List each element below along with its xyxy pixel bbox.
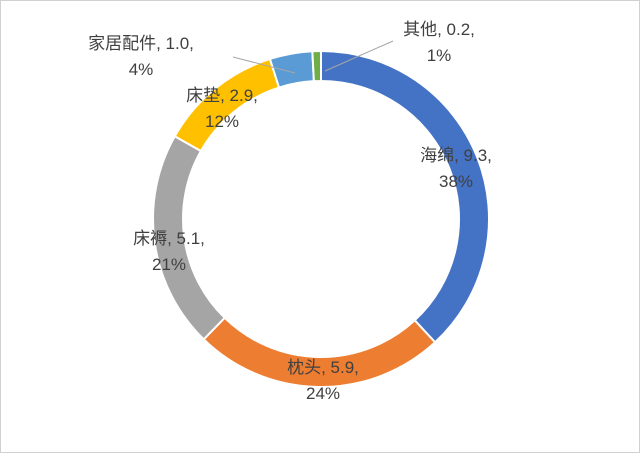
data-label-home-accessories: 家居配件, 1.0, 4% — [88, 34, 194, 79]
slice-home-accessories — [268, 50, 315, 89]
leader-line-other — [324, 40, 394, 72]
leader-line-home-accessories — [232, 56, 296, 74]
data-label-pillow: 枕头, 5.9, 24% — [287, 358, 359, 403]
data-label-sponge: 海绵, 9.3, 38% — [420, 146, 492, 191]
slice-other — [311, 49, 322, 83]
data-label-other: 其他, 0.2, 1% — [403, 20, 475, 65]
slice-sponge — [320, 49, 490, 344]
data-label-mattress-pad: 床褥, 5.1, 21% — [133, 229, 205, 274]
data-label-mattress: 床垫, 2.9, 12% — [186, 86, 258, 131]
